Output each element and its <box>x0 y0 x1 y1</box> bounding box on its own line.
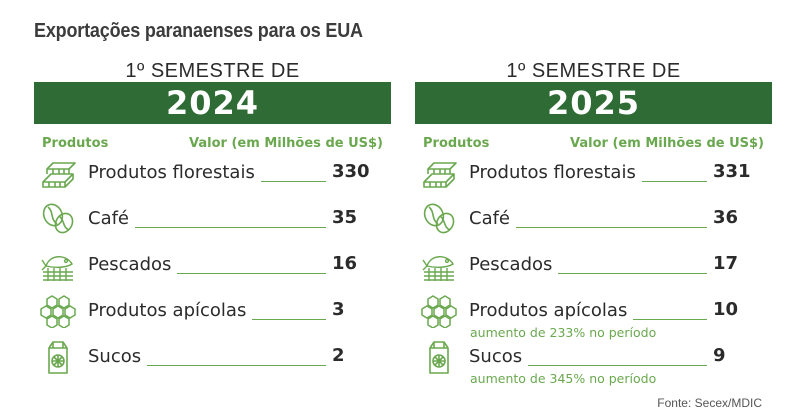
product-row: Sucos 9 aumento de 345% no período <box>415 340 772 386</box>
leader-line <box>147 365 326 366</box>
leader-line <box>252 319 326 320</box>
leader-line <box>135 227 326 228</box>
product-label: Produtos apícolas <box>469 300 628 321</box>
product-row: Café 36 <box>415 202 772 236</box>
fish-icon <box>40 248 76 282</box>
product-label: Café <box>469 208 511 229</box>
wood-planks-icon <box>421 156 457 190</box>
leader-line <box>642 181 707 182</box>
product-label: Produtos apícolas <box>88 300 247 321</box>
product-value: 9 <box>713 345 726 366</box>
product-row: Sucos 2 <box>34 340 391 374</box>
honeycomb-icon <box>421 294 457 329</box>
leader-line <box>261 181 326 182</box>
product-row: Produtos florestais 331 <box>415 156 772 190</box>
product-label: Sucos <box>469 346 523 367</box>
leader-line <box>528 365 707 366</box>
product-label: Sucos <box>88 346 142 367</box>
coffee-beans-icon <box>40 202 76 236</box>
panel-2024: 1º SEMESTRE DE 2024 Produtos Valor (em Milh… <box>34 60 391 390</box>
juice-carton-icon <box>421 340 457 374</box>
semester-label: 1º SEMESTRE DE <box>125 60 300 82</box>
year-banner: 2024 <box>34 82 391 124</box>
column-header-value: Valor (em Milhões de US$) <box>570 136 764 151</box>
product-value: 35 <box>332 207 358 228</box>
product-value: 17 <box>713 253 739 274</box>
product-row: Pescados 16 <box>34 248 391 282</box>
coffee-beans-icon <box>421 202 457 236</box>
product-value: 2 <box>332 345 345 366</box>
year-banner: 2025 <box>415 82 772 124</box>
column-header-products: Produtos <box>42 136 109 151</box>
fish-icon <box>421 248 457 282</box>
product-row: Produtos florestais 330 <box>34 156 391 190</box>
leader-line <box>516 227 707 228</box>
product-row: Produtos apícolas 10 aumento de 233% no pe… <box>415 294 772 340</box>
source-note: Fonte: Secex/MDIC <box>657 396 762 410</box>
product-row: Pescados 17 <box>415 248 772 282</box>
product-value: 330 <box>332 161 370 182</box>
leader-line <box>177 273 326 274</box>
panel-2025: 1º SEMESTRE DE 2025 Produtos Valor (em Milh… <box>415 60 772 390</box>
product-label: Pescados <box>88 254 172 275</box>
wood-planks-icon <box>40 156 76 190</box>
leader-line <box>633 319 707 320</box>
product-value: 10 <box>713 299 739 320</box>
leader-line <box>558 273 707 274</box>
growth-note: aumento de 233% no período <box>470 325 657 340</box>
product-row: Café 35 <box>34 202 391 236</box>
page-title: Exportações paranaenses para os EUA <box>34 20 363 42</box>
juice-carton-icon <box>40 340 76 374</box>
growth-note: aumento de 345% no período <box>470 371 657 386</box>
column-header-products: Produtos <box>423 136 490 151</box>
product-value: 331 <box>713 161 751 182</box>
product-value: 3 <box>332 299 345 320</box>
semester-label: 1º SEMESTRE DE <box>506 60 681 82</box>
product-value: 36 <box>713 207 739 228</box>
product-value: 16 <box>332 253 358 274</box>
column-header-value: Valor (em Milhões de US$) <box>189 136 383 151</box>
product-label: Café <box>88 208 130 229</box>
product-label: Produtos florestais <box>88 162 255 183</box>
honeycomb-icon <box>40 294 76 329</box>
product-label: Produtos florestais <box>469 162 636 183</box>
product-label: Pescados <box>469 254 553 275</box>
product-row: Produtos apícolas 3 <box>34 294 391 329</box>
